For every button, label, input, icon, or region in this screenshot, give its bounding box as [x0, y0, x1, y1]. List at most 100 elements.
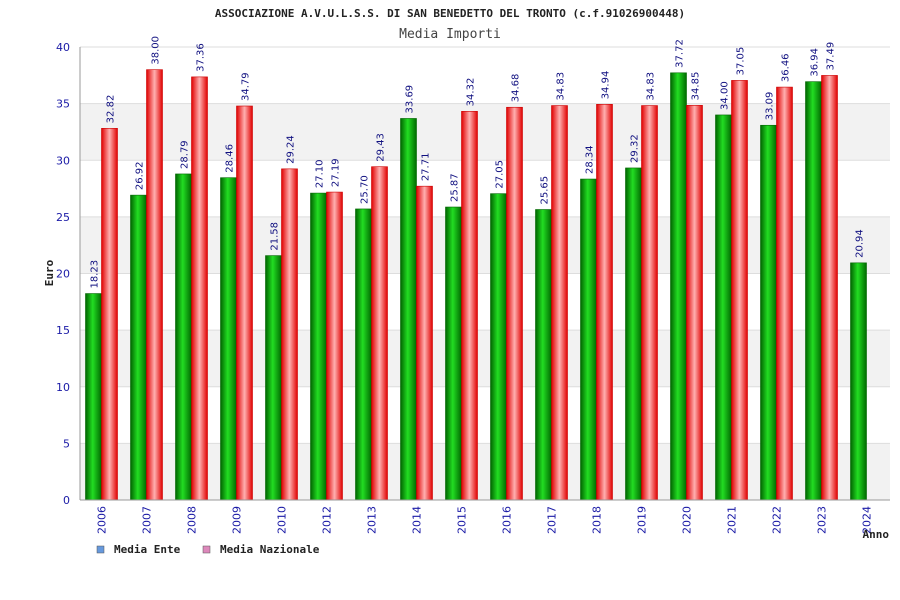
bar-media-nazionale	[146, 69, 163, 501]
bar-media-ente	[400, 118, 417, 501]
x-tick-label: 2015	[456, 506, 469, 534]
value-label: 25.70	[360, 175, 371, 204]
bar-media-nazionale	[776, 86, 793, 501]
legend-swatch-media-nazionale	[202, 545, 211, 554]
x-tick-label: 2024	[861, 506, 874, 534]
bar-media-nazionale	[326, 191, 343, 501]
value-label: 37.49	[826, 42, 837, 71]
bar-media-ente	[130, 194, 147, 501]
x-tick-label: 2012	[321, 506, 334, 534]
bar-media-nazionale	[686, 105, 703, 501]
bar-media-nazionale	[461, 111, 478, 501]
y-tick-label: 0	[63, 494, 70, 507]
bar-media-nazionale	[281, 168, 298, 501]
x-tick-label: 2017	[546, 506, 559, 534]
legend-swatch-media-ente	[96, 545, 105, 554]
value-label: 28.46	[225, 144, 236, 173]
bar-media-ente	[355, 208, 372, 501]
x-axis-label: Anno	[863, 528, 890, 541]
value-label: 33.09	[765, 92, 776, 121]
x-tick-label: 2006	[96, 506, 109, 534]
bar-media-ente	[535, 209, 552, 501]
bar-media-ente	[850, 262, 867, 501]
value-label: 34.00	[720, 81, 731, 110]
bar-media-ente	[220, 177, 237, 501]
grid-band	[80, 216, 890, 274]
bar-media-ente	[805, 81, 822, 501]
value-label: 34.83	[646, 72, 657, 101]
y-tick-label: 40	[56, 41, 70, 54]
bar-media-ente	[175, 173, 192, 501]
y-axis-label: Euro	[43, 259, 56, 286]
x-tick-label: 2016	[501, 506, 514, 534]
grid-band	[80, 386, 890, 444]
grid-band	[80, 47, 890, 104]
value-label: 36.94	[810, 48, 821, 77]
x-tick-label: 2020	[681, 506, 694, 534]
legend-label-media-ente: Media Ente	[114, 543, 181, 556]
value-label: 33.69	[405, 85, 416, 114]
bar-media-nazionale	[371, 166, 388, 501]
bar-media-nazionale	[416, 185, 433, 501]
x-tick-label: 2009	[231, 506, 244, 534]
value-label: 37.72	[675, 39, 686, 68]
grid-band	[80, 103, 890, 161]
value-label: 20.94	[855, 229, 866, 258]
value-label: 27.71	[421, 153, 432, 182]
x-tick-label: 2010	[276, 506, 289, 534]
chart-title: ASSOCIAZIONE A.V.U.L.S.S. DI SAN BENEDET…	[215, 7, 685, 20]
bar-media-ente	[760, 124, 777, 501]
x-tick-label: 2023	[816, 506, 829, 534]
y-tick-label: 5	[63, 437, 70, 450]
bar-media-nazionale	[641, 105, 658, 501]
value-label: 28.34	[585, 145, 596, 174]
grid-band	[80, 273, 890, 331]
value-label: 32.82	[106, 95, 117, 124]
bar-media-nazionale	[551, 105, 568, 501]
x-tick-label: 2008	[186, 506, 199, 534]
y-tick-label: 15	[56, 324, 70, 337]
bar-media-nazionale	[506, 106, 523, 501]
value-label: 27.05	[495, 160, 506, 189]
value-label: 26.92	[135, 161, 146, 190]
value-labels: 18.23 32.82 26.92 38.00 28.79 37.36 28.46 34.79…	[90, 36, 866, 289]
bar-media-nazionale	[191, 76, 208, 501]
chart-subtitle: Media Importi	[399, 27, 501, 42]
x-tick-label: 2013	[366, 506, 379, 534]
x-tick-label: 2014	[411, 506, 424, 534]
bar-media-ente	[670, 72, 687, 501]
plot-background	[80, 47, 890, 500]
bar-media-ente	[580, 178, 597, 501]
value-label: 27.19	[331, 158, 342, 187]
value-label: 21.58	[270, 222, 281, 251]
grid-band	[80, 443, 890, 500]
y-tick-label: 30	[56, 154, 70, 167]
value-label: 34.68	[511, 74, 522, 103]
value-label: 25.87	[450, 173, 461, 202]
x-tick-label: 2022	[771, 506, 784, 534]
value-label: 29.32	[630, 134, 641, 163]
legend-label-media-nazionale: Media Nazionale	[220, 543, 320, 556]
value-label: 34.79	[241, 72, 252, 101]
value-label: 38.00	[151, 36, 162, 65]
value-label: 34.94	[601, 71, 612, 100]
bar-media-nazionale	[596, 104, 613, 501]
bar-media-ente	[490, 193, 507, 501]
y-axis-ticks: 0 5 10 15 20 25 30 35 40	[56, 41, 70, 507]
bar-media-nazionale	[731, 80, 748, 501]
value-label: 37.05	[736, 47, 747, 76]
y-tick-label: 10	[56, 381, 70, 394]
bar-media-ente	[715, 114, 732, 501]
bar-media-nazionale	[821, 75, 838, 501]
bar-media-nazionale	[101, 128, 118, 501]
x-tick-label: 2007	[141, 506, 154, 534]
bar-media-ente	[310, 192, 327, 501]
y-tick-label: 20	[56, 268, 70, 281]
x-tick-label: 2021	[726, 506, 739, 534]
bar-media-ente	[265, 255, 282, 501]
grid-band	[80, 160, 890, 217]
bar-media-ente	[625, 167, 642, 501]
value-label: 27.10	[315, 159, 326, 188]
grid-band	[80, 330, 890, 387]
bar-media-ente	[445, 206, 462, 501]
